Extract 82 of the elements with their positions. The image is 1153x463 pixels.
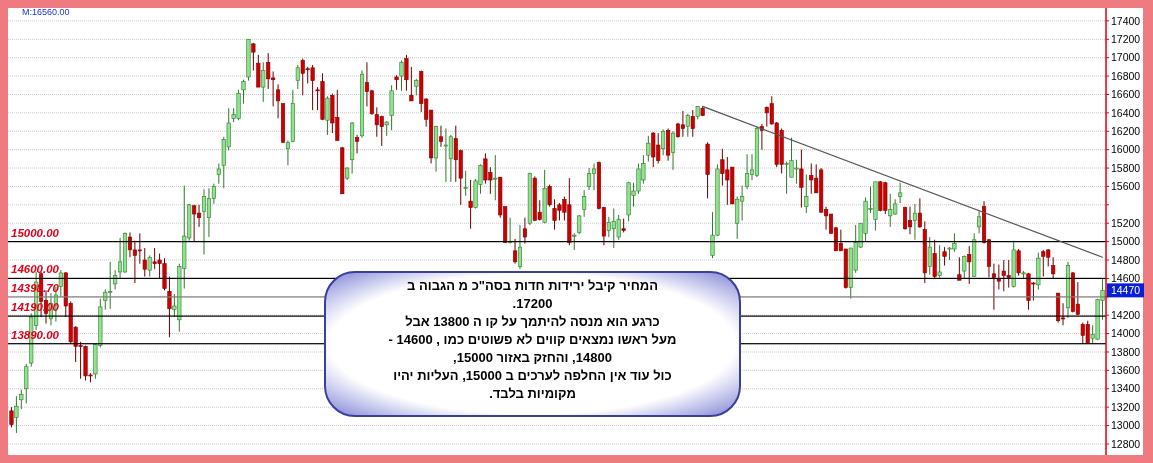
y-tick-label: 16800 (1111, 69, 1141, 82)
ref-line-label: 14600.00 (11, 263, 60, 276)
y-tick-label: 17400 (1111, 14, 1141, 27)
candlestick (167, 276, 172, 338)
candlestick (661, 128, 666, 156)
y-tick-label: 13400 (1111, 382, 1141, 395)
annotation: M:16560.00 (22, 7, 70, 17)
candlestick (937, 244, 942, 278)
y-tick-label: 13600 (1111, 364, 1141, 377)
candlestick (690, 109, 695, 138)
candlestick (522, 217, 527, 244)
candlestick (582, 189, 587, 218)
y-tick-label: 16400 (1111, 106, 1141, 119)
candlestick (912, 203, 917, 241)
candlestick (907, 206, 913, 235)
candlestick (967, 245, 972, 285)
candlestick (517, 224, 522, 270)
candlestick (917, 197, 922, 229)
candlestick (355, 134, 360, 154)
y-tick-label: 15600 (1111, 180, 1141, 193)
y-tick-label: 13800 (1111, 345, 1141, 358)
candlestick (898, 182, 903, 204)
y-tick-label: 16600 (1111, 88, 1141, 101)
candlestick (137, 232, 142, 265)
candlestick (587, 167, 592, 191)
candlestick (325, 95, 330, 136)
candlestick (58, 269, 63, 298)
ref-line-label: 15000.00 (11, 226, 60, 239)
y-tick-label: 16000 (1111, 143, 1141, 156)
candlestick (241, 79, 246, 105)
y-tick-label: 12800 (1111, 437, 1141, 450)
candlestick (216, 162, 221, 185)
y-tick-label: 16200 (1111, 124, 1141, 137)
candlestick (1051, 256, 1056, 279)
y-tick-label: 17000 (1111, 51, 1141, 64)
candlestick (192, 204, 197, 243)
candlestick (804, 173, 809, 214)
candlestick (251, 42, 256, 72)
candlestick (438, 125, 444, 148)
y-tick-label: 14000 (1111, 327, 1141, 340)
candlestick (962, 254, 967, 279)
candlestick (927, 236, 932, 276)
candlestick (19, 389, 24, 410)
candlestick (256, 54, 261, 88)
y-tick-label: 13200 (1111, 400, 1141, 413)
y-tick-label: 13000 (1111, 419, 1141, 432)
candlestick (463, 170, 468, 197)
candlestick (468, 179, 473, 230)
candlestick (799, 149, 804, 209)
candlestick (14, 395, 19, 434)
y-tick-label: 15000 (1111, 235, 1141, 248)
y-tick-label: 17200 (1111, 32, 1141, 45)
candlestick (932, 239, 937, 279)
candlestick (276, 83, 281, 119)
candlestick (646, 135, 651, 163)
candlestick (409, 66, 414, 102)
candlestick (685, 113, 690, 138)
candlestick (493, 154, 498, 201)
candlestick (399, 59, 404, 92)
candlestick (24, 363, 29, 404)
y-tick-label: 14800 (1111, 253, 1141, 266)
candlestick (513, 238, 518, 265)
candlestick (295, 64, 300, 90)
candlestick (1016, 248, 1021, 277)
y-tick-label: 14600 (1111, 272, 1141, 285)
candlestick (745, 153, 750, 190)
candlestick (957, 256, 962, 281)
y-tick-label: 15800 (1111, 161, 1141, 174)
annotation: 14470 (1110, 284, 1141, 297)
candlestick (670, 130, 676, 171)
y-tick-label: 15200 (1111, 216, 1141, 229)
candlestick (680, 110, 685, 138)
candlestick (547, 184, 552, 208)
candlestick (201, 188, 207, 255)
candlestick (942, 246, 947, 267)
candlestick (9, 406, 14, 428)
candlestick (147, 254, 152, 278)
candlestick (261, 61, 266, 103)
candlestick (404, 54, 409, 92)
candlestick (977, 210, 982, 234)
candlestick (142, 247, 147, 278)
y-tick-label: 14200 (1111, 308, 1141, 321)
